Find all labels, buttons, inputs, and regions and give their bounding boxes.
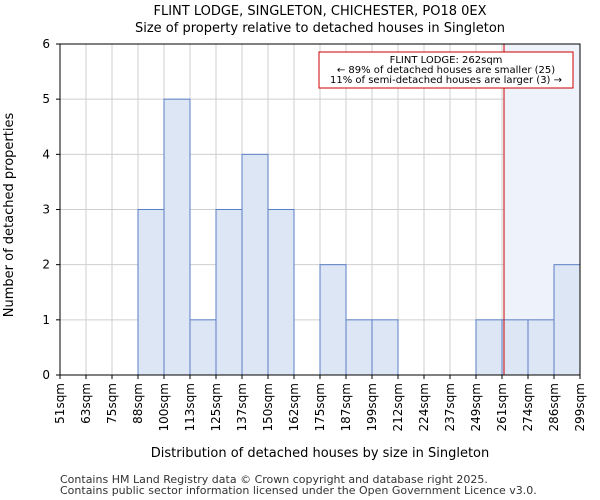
footer-copyright: Contains HM Land Registry data © Crown c…: [60, 473, 488, 486]
x-tick-label: 224sqm: [417, 383, 431, 431]
x-axis-label: Distribution of detached houses by size …: [151, 446, 489, 461]
x-tick-label: 175sqm: [313, 383, 327, 431]
bars: [137, 98, 581, 376]
x-tick-label: 261sqm: [495, 383, 509, 431]
y-tick-label: 0: [42, 368, 50, 382]
x-tick-label: 299sqm: [573, 383, 587, 431]
annotation-line2: ← 89% of detached houses are smaller (25…: [337, 65, 555, 76]
bar-150sqm: [267, 209, 295, 376]
bar-88sqm: [137, 209, 165, 376]
x-tick-label: 162sqm: [287, 383, 301, 431]
y-tick-label: 6: [42, 37, 50, 51]
bar-175sqm: [319, 264, 347, 376]
x-tick-label: 187sqm: [339, 383, 353, 431]
x-tick-label: 63sqm: [79, 383, 93, 424]
bar-125sqm: [215, 209, 243, 376]
x-tick-label: 212sqm: [391, 383, 405, 431]
y-axis-ticks: 0 1 2 3 4 5 6: [42, 37, 60, 382]
bar-137sqm: [241, 153, 269, 376]
y-tick-label: 3: [42, 203, 50, 217]
bar-113sqm: [189, 319, 217, 376]
x-tick-label: 125sqm: [209, 383, 223, 431]
x-tick-label: 51sqm: [53, 383, 67, 424]
bar-187sqm: [345, 319, 373, 376]
x-tick-label: 137sqm: [235, 383, 249, 431]
bar-286sqm: [553, 264, 581, 376]
bar-100sqm: [163, 98, 191, 376]
x-tick-label: 150sqm: [261, 383, 275, 431]
x-tick-label: 199sqm: [365, 383, 379, 431]
annotation-line1: FLINT LODGE: 262sqm: [390, 55, 503, 66]
bar-261sqm: [501, 319, 529, 376]
bar-199sqm: [371, 319, 399, 376]
x-tick-label: 286sqm: [547, 383, 561, 431]
footer-licence: Contains public sector information licen…: [60, 484, 537, 497]
x-tick-label: 274sqm: [521, 383, 535, 431]
y-tick-label: 5: [42, 92, 50, 106]
x-tick-label: 237sqm: [443, 383, 457, 431]
y-tick-label: 4: [42, 147, 50, 161]
x-axis-ticks: 51sqm 63sqm 75sqm 88sqm 100sqm 113sqm 125sqm 13…: [53, 375, 587, 431]
x-tick-label: 88sqm: [131, 383, 145, 424]
chart-title-line2: Size of property relative to detached ho…: [135, 21, 505, 36]
annotation-box: FLINT LODGE: 262sqm ← 89% of detached ho…: [318, 51, 574, 89]
y-tick-label: 2: [42, 258, 50, 272]
bar-274sqm: [527, 319, 555, 376]
x-tick-label: 100sqm: [157, 383, 171, 431]
chart-title-line1: FLINT LODGE, SINGLETON, CHICHESTER, PO18…: [153, 4, 486, 19]
y-tick-label: 1: [42, 313, 50, 327]
x-tick-label: 113sqm: [183, 383, 197, 431]
x-tick-label: 75sqm: [105, 383, 119, 424]
bar-249sqm: [475, 319, 503, 376]
x-tick-label: 249sqm: [469, 383, 483, 431]
annotation-line3: 11% of semi-detached houses are larger (…: [330, 75, 562, 86]
y-axis-label: Number of detached properties: [2, 113, 17, 318]
